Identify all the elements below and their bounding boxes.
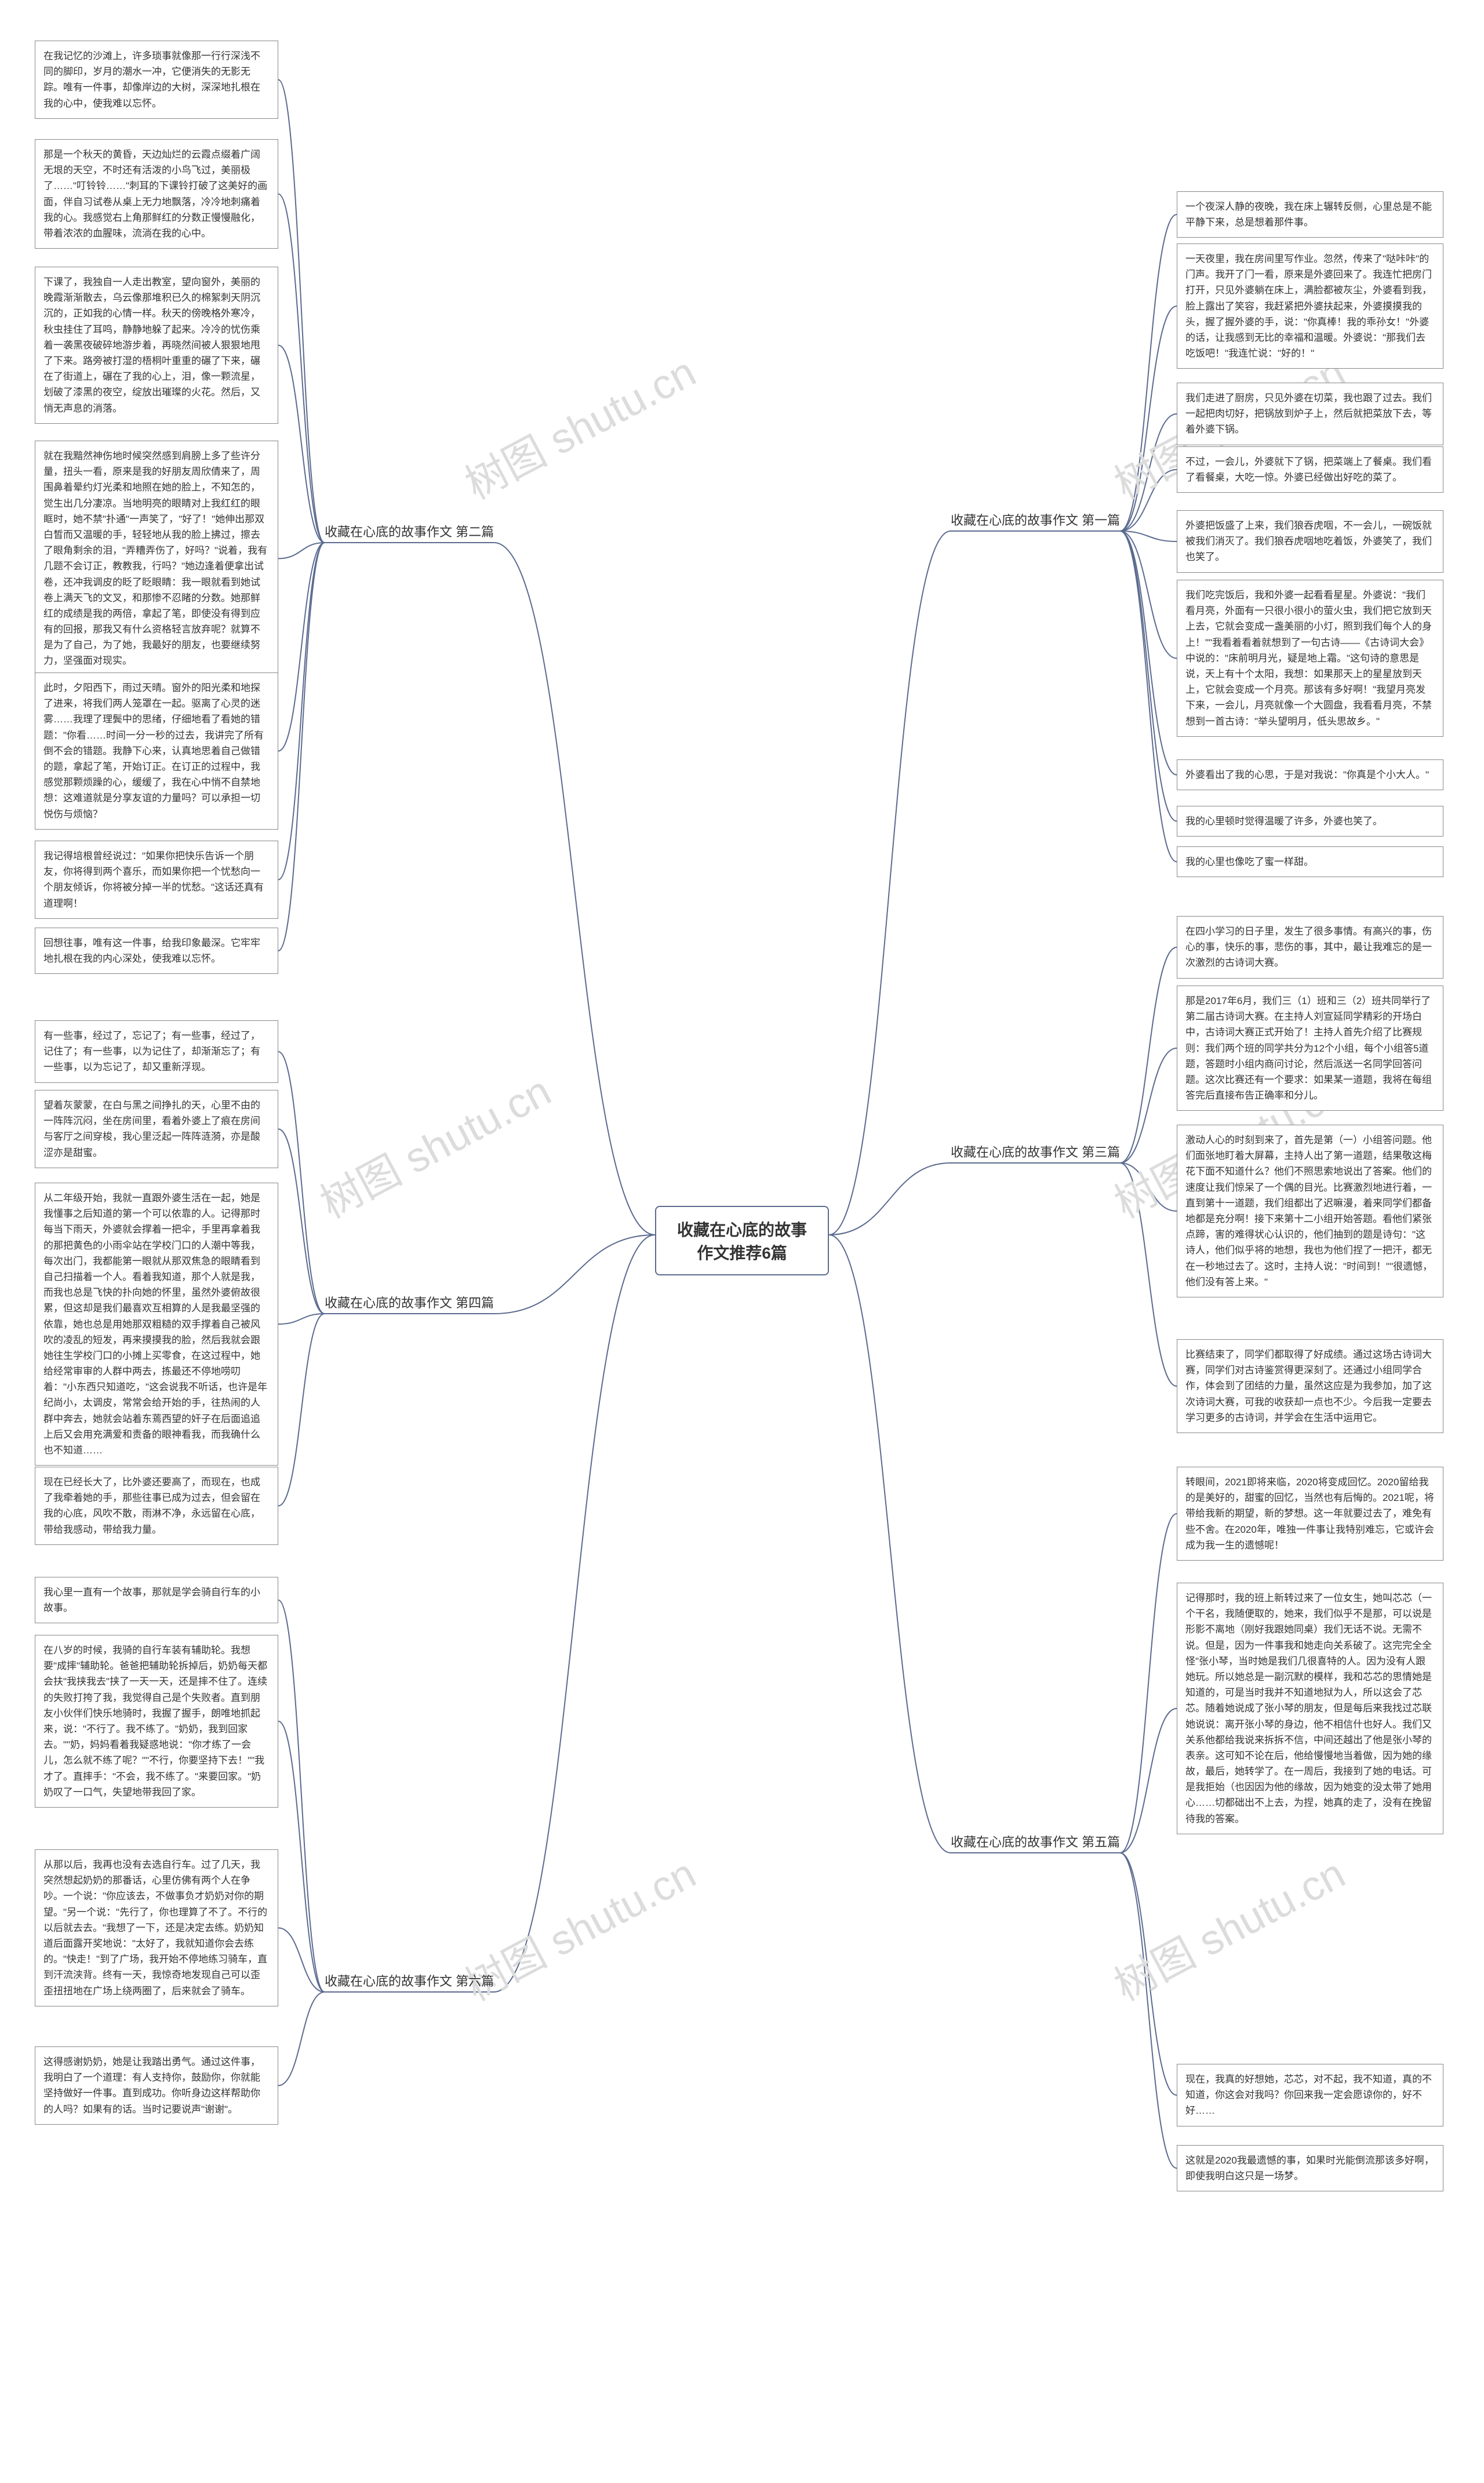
leaf-node: 我的心里顿时觉得温暖了许多，外婆也笑了。 bbox=[1177, 806, 1443, 837]
leaf-node: 从那以后，我再也没有去选自行车。过了几天，我突然想起奶奶的那番话，心里仿佛有两个… bbox=[35, 1849, 278, 2006]
leaf-node: 在四小学习的日子里，发生了很多事情。有高兴的事，伤心的事，快乐的事，悲伤的事，其… bbox=[1177, 916, 1443, 979]
leaf-node: 一天夜里，我在房间里写作业。忽然，传来了"哒咔咔"的门声。我开了门一看，原来是外… bbox=[1177, 243, 1443, 369]
leaf-node: 有一些事，经过了，忘记了；有一些事，经过了，记住了；有一些事，以为记住了，却渐渐… bbox=[35, 1020, 278, 1083]
leaf-node: 转眼间，2021即将来临，2020将变成回忆。2020留给我的是美好的，甜蜜的回… bbox=[1177, 1467, 1443, 1561]
leaf-node: 此时，夕阳西下，雨过天晴。窗外的阳光柔和地探了进来，将我们两人笼罩在一起。驱离了… bbox=[35, 672, 278, 830]
leaf-node: 我心里一直有一个故事，那就是学会骑自行车的小故事。 bbox=[35, 1577, 278, 1623]
leaf-node: 激动人心的时刻到来了，首先是第（一）小组答问题。他们面张地盯着大屏幕，主持人出了… bbox=[1177, 1125, 1443, 1297]
branch-label: 收藏在心底的故事作文 第五篇 bbox=[951, 1832, 1120, 1851]
leaf-node: 那是2017年6月，我们三（1）班和三（2）班共同举行了第二届古诗词大赛。在主持… bbox=[1177, 986, 1443, 1111]
leaf-node: 外婆看出了我的心思，于是对我说："你真是个小大人。" bbox=[1177, 759, 1443, 790]
leaf-node: 在八岁的时候，我骑的自行车装有辅助轮。我想要"成摔"辅助轮。爸爸把辅助轮拆掉后，… bbox=[35, 1635, 278, 1808]
leaf-node: 从二年级开始，我就一直跟外婆生活在一起，她是我懂事之后知道的第一个可以依靠的人。… bbox=[35, 1183, 278, 1466]
leaf-node: 我们走进了厨房，只见外婆在切菜，我也跟了过去。我们一起把肉切好，把锅放到炉子上，… bbox=[1177, 383, 1443, 445]
leaf-node: 外婆把饭盛了上来，我们狼吞虎咽，不一会儿，一碗饭就被我们消灭了。我们狼吞虎咽地吃… bbox=[1177, 510, 1443, 573]
branch-label: 收藏在心底的故事作文 第二篇 bbox=[325, 522, 494, 540]
center-node: 收藏在心底的故事作文推荐6篇 bbox=[655, 1206, 829, 1275]
leaf-node: 那是一个秋天的黄昏，天边灿烂的云霞点缀着广阔无垠的天空，不时还有活泼的小鸟飞过，… bbox=[35, 139, 278, 249]
leaf-node: 我记得培根曾经说过："如果你把快乐告诉一个朋友，你将得到两个喜乐，而如果你把一个… bbox=[35, 841, 278, 919]
leaf-node: 现在已经长大了，比外婆还要高了，而现在，也成了我牵着她的手，那些往事已成为过去，… bbox=[35, 1467, 278, 1545]
leaf-node: 一个夜深人静的夜晚，我在床上辗转反侧，心里总是不能平静下来，总是想着那件事。 bbox=[1177, 191, 1443, 238]
branch-label: 收藏在心底的故事作文 第四篇 bbox=[325, 1293, 494, 1311]
branch-label: 收藏在心底的故事作文 第一篇 bbox=[951, 510, 1120, 529]
branch-label: 收藏在心底的故事作文 第六篇 bbox=[325, 1971, 494, 1990]
leaf-node: 望着灰蒙蒙，在白与黑之间挣扎的天，心里不由的一阵阵沉闷，坐在房间里，看着外婆上了… bbox=[35, 1090, 278, 1168]
leaf-node: 这得感谢奶奶，她是让我踏出勇气。通过这件事，我明白了一个道理：有人支持你，鼓励你… bbox=[35, 2046, 278, 2125]
leaf-node: 不过，一会儿，外婆就下了锅，把菜端上了餐桌。我们看了看餐桌，大吃一惊。外婆已经做… bbox=[1177, 446, 1443, 493]
branch-label: 收藏在心底的故事作文 第三篇 bbox=[951, 1142, 1120, 1161]
leaf-node: 这就是2020我最遗憾的事，如果时光能倒流那该多好啊，即使我明白这只是一场梦。 bbox=[1177, 2145, 1443, 2191]
leaf-node: 我的心里也像吃了蜜一样甜。 bbox=[1177, 846, 1443, 877]
leaf-node: 就在我黯然神伤地时候突然感到肩膀上多了些许分量，扭头一看，原来是我的好朋友周欣倩… bbox=[35, 441, 278, 677]
leaf-node: 回想往事，唯有这一件事，给我印象最深。它牢牢地扎根在我的内心深处，使我难以忘怀。 bbox=[35, 928, 278, 974]
leaf-node: 下课了，我独自一人走出教室，望向窗外，美丽的晚霞渐渐散去，乌云像那堆积已久的棉絮… bbox=[35, 267, 278, 424]
leaf-node: 记得那时，我的班上新转过来了一位女生，她叫芯芯（一个干名，我随便取的，她来，我们… bbox=[1177, 1583, 1443, 1834]
leaf-node: 现在，我真的好想她，芯芯，对不起，我不知道，真的不知道，你这会对我吗？你回来我一… bbox=[1177, 2064, 1443, 2126]
leaf-node: 比赛结束了，同学们都取得了好成绩。通过这场古诗词大赛，同学们对古诗鉴赏得更深刻了… bbox=[1177, 1339, 1443, 1433]
leaf-node: 在我记忆的沙滩上，许多琐事就像那一行行深浅不同的脚印，岁月的潮水一冲，它便消失的… bbox=[35, 41, 278, 119]
leaf-node: 我们吃完饭后，我和外婆一起看看星星。外婆说："我们看月亮，外面有一只很小很小的萤… bbox=[1177, 580, 1443, 737]
